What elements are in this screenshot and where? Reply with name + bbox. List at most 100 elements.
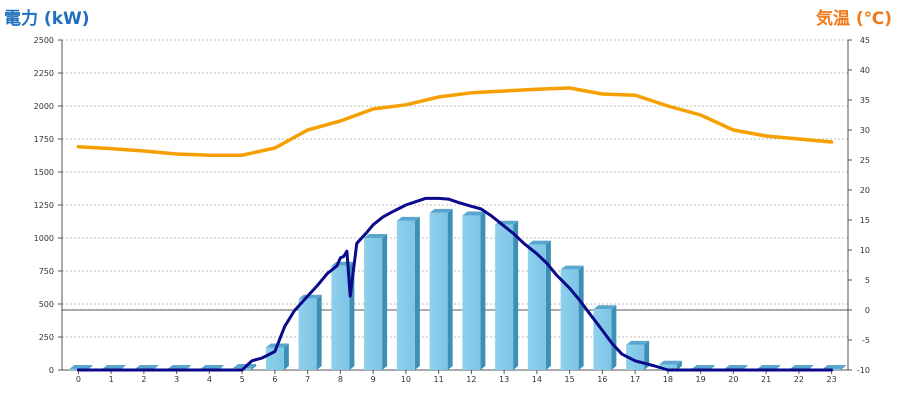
bar-series <box>69 208 846 370</box>
bar-front <box>331 265 350 370</box>
bar-top <box>429 208 453 213</box>
bar-top <box>626 340 650 345</box>
x-tick-label: 10 <box>401 375 411 384</box>
left-tick-label: 500 <box>39 300 54 309</box>
right-tick-label: -5 <box>862 336 870 345</box>
left-tick-label: 2250 <box>34 69 54 78</box>
bar-top <box>200 364 224 369</box>
x-tick-label: 16 <box>597 375 607 384</box>
axes <box>58 39 852 374</box>
left-tick-label: 0 <box>49 366 54 375</box>
x-tick-label: 14 <box>532 375 542 384</box>
bar-top <box>724 364 748 369</box>
power-line <box>76 196 834 372</box>
x-tick-label: 2 <box>141 375 146 384</box>
right-tick-label: 25 <box>860 156 870 165</box>
x-tick-label: 20 <box>728 375 738 384</box>
bar <box>560 265 584 370</box>
bar-side <box>414 216 420 370</box>
bar-front <box>396 220 415 370</box>
left-tick-label: 2000 <box>34 102 54 111</box>
bar <box>527 240 551 370</box>
bar-top <box>593 305 617 310</box>
right-tick-label: -10 <box>857 366 870 375</box>
bar-top <box>102 364 126 369</box>
bar-front <box>298 298 317 370</box>
bar-side <box>578 265 584 370</box>
bar-front <box>560 269 579 370</box>
bar <box>364 234 388 370</box>
x-tick-label: 23 <box>827 375 837 384</box>
bar-top <box>364 234 388 238</box>
bar <box>593 305 617 370</box>
bar-front <box>527 244 546 370</box>
bar-top <box>658 360 682 365</box>
right-tick-label: 0 <box>865 306 870 315</box>
temperature-line <box>76 86 834 157</box>
right-tick-label: 20 <box>860 186 870 195</box>
bar-front <box>429 212 448 370</box>
bar-side <box>676 360 682 370</box>
bar-top <box>167 364 191 369</box>
right-tick-label: 10 <box>860 246 870 255</box>
bar-side <box>447 208 453 370</box>
bar-front <box>495 224 514 370</box>
right-tick-label: 45 <box>860 36 870 45</box>
left-tick-label: 2500 <box>34 36 54 45</box>
right-tick-label: 15 <box>860 216 870 225</box>
left-tick-label: 250 <box>39 333 54 342</box>
x-tick-label: 3 <box>174 375 179 384</box>
gridlines <box>62 39 848 338</box>
bar <box>626 340 650 370</box>
left-tick-label: 1750 <box>34 135 54 144</box>
x-tick-label: 6 <box>272 375 277 384</box>
x-tick-label: 7 <box>305 375 310 384</box>
right-tick-label: 5 <box>865 276 870 285</box>
x-tick-label: 0 <box>76 375 81 384</box>
x-tick-label: 5 <box>240 375 245 384</box>
bar-top <box>396 216 420 221</box>
bar-front <box>462 215 481 370</box>
x-tick-label: 4 <box>207 375 212 384</box>
bar-top <box>789 364 813 369</box>
left-tick-label: 1000 <box>34 234 54 243</box>
bar-front <box>658 364 677 370</box>
right-axis-label: 気温 (℃) <box>815 9 892 29</box>
bar-top <box>822 364 846 369</box>
left-axis-label: 電力 (kW) <box>4 9 90 29</box>
left-tick-label: 750 <box>39 267 54 276</box>
bar-front <box>626 344 645 370</box>
bar <box>331 261 355 370</box>
bar-top <box>462 211 486 216</box>
x-tick-label: 22 <box>794 375 804 384</box>
x-tick-label: 12 <box>466 375 476 384</box>
x-tick-label: 15 <box>565 375 575 384</box>
bar-side <box>251 364 257 370</box>
x-tick-label: 1 <box>109 375 114 384</box>
left-tick-label: 1500 <box>34 168 54 177</box>
bar-side <box>382 234 388 370</box>
bar-side <box>480 211 486 370</box>
bar <box>429 208 453 370</box>
left-tick-label: 1250 <box>34 201 54 210</box>
x-tick-label: 8 <box>338 375 343 384</box>
bar-side <box>545 240 551 370</box>
x-tick-label: 9 <box>371 375 376 384</box>
x-tick-label: 13 <box>499 375 509 384</box>
bar-top <box>757 364 781 369</box>
tick-labels: 02505007501000125015001750200022502500-1… <box>34 36 870 384</box>
x-tick-label: 19 <box>696 375 706 384</box>
bar <box>396 216 420 370</box>
x-tick-label: 18 <box>663 375 673 384</box>
bar-front <box>364 238 383 370</box>
bar <box>298 294 322 370</box>
bar-top <box>527 240 551 245</box>
right-tick-label: 35 <box>860 96 870 105</box>
x-tick-label: 17 <box>630 375 640 384</box>
bar-side <box>513 220 519 370</box>
bar-side <box>316 294 322 370</box>
right-tick-label: 40 <box>860 66 870 75</box>
right-tick-label: 30 <box>860 126 870 135</box>
bar-side <box>840 364 846 370</box>
